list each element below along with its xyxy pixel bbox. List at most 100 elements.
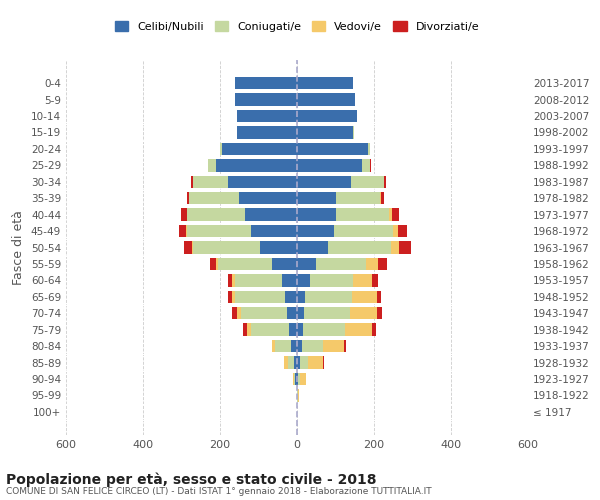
Bar — [399, 242, 410, 254]
Bar — [189, 192, 239, 204]
Bar — [272, 258, 297, 270]
Bar — [372, 274, 378, 286]
Bar — [297, 258, 316, 270]
Bar — [222, 143, 297, 155]
Bar — [239, 192, 297, 204]
Y-axis label: Anni di nascita: Anni di nascita — [596, 201, 600, 294]
Bar — [284, 356, 288, 368]
Bar — [391, 242, 399, 254]
Bar — [291, 340, 297, 352]
Bar — [297, 225, 334, 237]
Text: Popolazione per età, sesso e stato civile - 2018: Popolazione per età, sesso e stato civil… — [6, 472, 377, 487]
Bar — [352, 290, 377, 303]
Bar — [289, 324, 297, 336]
Bar — [398, 225, 407, 237]
Bar — [297, 340, 302, 352]
Bar — [300, 373, 306, 385]
Bar — [235, 94, 297, 106]
Bar — [216, 258, 218, 270]
Bar — [220, 143, 222, 155]
Bar — [235, 77, 297, 90]
Bar — [187, 192, 189, 204]
Bar — [297, 324, 303, 336]
Bar — [228, 176, 297, 188]
Bar — [334, 225, 393, 237]
Bar — [232, 307, 236, 320]
Bar — [304, 307, 350, 320]
Bar — [305, 290, 352, 303]
Bar — [236, 307, 241, 320]
Bar — [272, 340, 275, 352]
Bar — [344, 340, 346, 352]
Bar — [366, 258, 378, 270]
Bar — [353, 274, 372, 286]
Bar — [297, 307, 304, 320]
Bar — [187, 225, 251, 237]
Bar — [297, 94, 355, 106]
Bar — [297, 208, 335, 221]
Bar — [297, 126, 353, 138]
Bar — [247, 324, 251, 336]
Bar — [193, 176, 228, 188]
Bar — [235, 274, 281, 286]
Bar — [232, 274, 235, 286]
Bar — [393, 225, 398, 237]
Bar — [286, 290, 297, 303]
Bar — [181, 208, 187, 221]
Bar — [293, 373, 295, 385]
Bar — [287, 307, 297, 320]
Bar — [310, 274, 353, 286]
Bar — [241, 307, 287, 320]
Bar — [323, 340, 344, 352]
Bar — [275, 340, 291, 352]
Bar — [236, 126, 238, 138]
Bar — [281, 274, 297, 286]
Bar — [350, 307, 377, 320]
Bar — [186, 225, 187, 237]
Bar — [208, 159, 216, 172]
Bar — [191, 176, 193, 188]
Bar — [187, 208, 245, 221]
Bar — [245, 208, 297, 221]
Bar — [362, 159, 370, 172]
Bar — [192, 242, 193, 254]
Bar — [297, 373, 298, 385]
Bar — [300, 356, 308, 368]
Bar — [193, 242, 260, 254]
Bar — [297, 110, 356, 122]
Bar — [298, 373, 300, 385]
Bar — [335, 208, 389, 221]
Bar — [297, 290, 305, 303]
Bar — [380, 192, 382, 204]
Legend: Celibi/Nubili, Coniugati/e, Vedovi/e, Divorziati/e: Celibi/Nubili, Coniugati/e, Vedovi/e, Di… — [110, 17, 484, 36]
Bar — [389, 208, 392, 221]
Bar — [335, 192, 380, 204]
Bar — [211, 258, 216, 270]
Bar — [302, 340, 323, 352]
Bar — [298, 389, 299, 402]
Bar — [251, 324, 289, 336]
Bar — [297, 242, 328, 254]
Bar — [303, 324, 345, 336]
Bar — [308, 356, 323, 368]
Bar — [297, 356, 300, 368]
Bar — [243, 324, 247, 336]
Bar — [228, 274, 232, 286]
Bar — [238, 126, 297, 138]
Bar — [368, 143, 370, 155]
Bar — [260, 242, 297, 254]
Bar — [251, 225, 297, 237]
Y-axis label: Fasce di età: Fasce di età — [13, 210, 25, 285]
Bar — [228, 290, 232, 303]
Bar — [216, 159, 297, 172]
Bar — [297, 143, 368, 155]
Bar — [297, 176, 351, 188]
Bar — [383, 176, 385, 188]
Bar — [385, 176, 386, 188]
Bar — [184, 242, 192, 254]
Text: COMUNE DI SAN FELICE CIRCEO (LT) - Dati ISTAT 1° gennaio 2018 - Elaborazione TUT: COMUNE DI SAN FELICE CIRCEO (LT) - Dati … — [6, 488, 431, 496]
Bar — [370, 159, 371, 172]
Bar — [382, 192, 385, 204]
Bar — [294, 356, 297, 368]
Bar — [372, 324, 376, 336]
